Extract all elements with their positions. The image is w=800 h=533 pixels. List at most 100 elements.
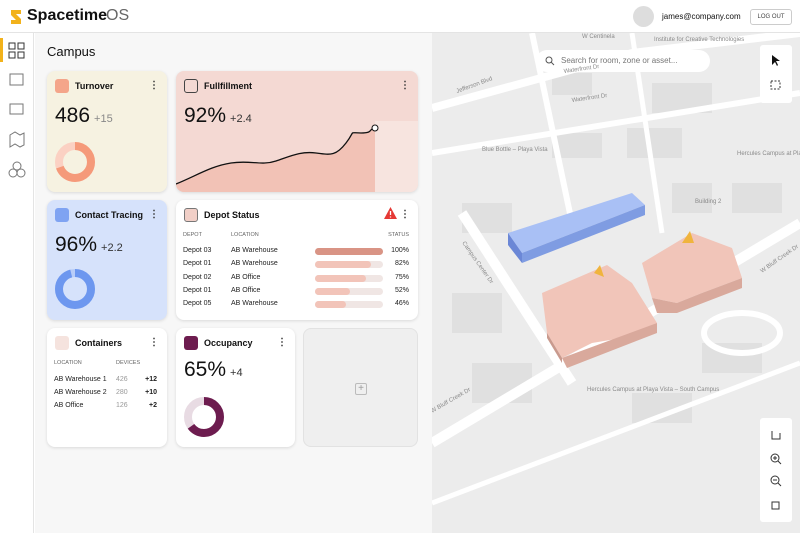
status-bar: [315, 248, 383, 255]
metric: 96% +2.2: [55, 233, 123, 257]
metric: 486 +15: [55, 104, 113, 128]
ring-value: [55, 269, 95, 309]
contact-card[interactable]: Contact Tracing ⋮ 96% +2.2: [47, 200, 167, 320]
container-delta: +12: [145, 376, 157, 383]
status-bar: [315, 274, 366, 282]
card-title: Containers: [75, 338, 123, 348]
depot-location: AB Warehouse: [231, 260, 278, 268]
menu[interactable]: ⋮: [149, 209, 159, 220]
user-email: james@company.com: [662, 12, 741, 21]
occupancy-card[interactable]: Occupancy ⋮ 65% +4: [176, 328, 295, 447]
warning-icon: [384, 207, 397, 219]
depot-name: Depot 03: [183, 247, 212, 254]
logo: [11, 10, 21, 24]
avatar[interactable]: [633, 6, 654, 27]
sidebar: [0, 33, 34, 533]
depot-location: AB Warehouse: [231, 247, 278, 254]
delta: +4: [230, 367, 243, 379]
donut: [55, 269, 95, 309]
fulfillment-card[interactable]: Fullfillment ⋮ 92% +2.4: [176, 71, 418, 192]
nav-icons[interactable]: [8, 42, 26, 182]
status-label: 46%: [394, 300, 409, 308]
status-track: [315, 301, 383, 309]
map-label: Waterfront Dr: [571, 93, 607, 104]
brand-suffix: OS: [106, 7, 130, 24]
card-title: Occupancy: [204, 338, 253, 348]
map-label: Waterfront Dr: [563, 64, 599, 75]
turnover-card[interactable]: Turnover ⋮ 486 +15: [47, 71, 167, 192]
container-location: AB Office: [54, 402, 84, 409]
brand: Spacetime: [27, 7, 108, 24]
depot-name: Depot 01: [183, 260, 212, 268]
depot-location: AB Office: [231, 286, 261, 294]
ring-value: [184, 397, 224, 437]
status-label: 52%: [394, 286, 409, 294]
column-header: LOCATION: [231, 232, 259, 238]
menu[interactable]: ⋮: [149, 80, 159, 91]
metric: 65% +4: [184, 358, 243, 382]
containers-card[interactable]: Containers ⋮ LOCATION DEVICES AB Warehouse …: [47, 328, 167, 447]
value: 96%: [55, 233, 98, 256]
icon: [55, 208, 69, 222]
metric: 92% +2.4: [184, 104, 252, 128]
status-label: 100%: [391, 247, 409, 254]
depot-name: Depot 02: [183, 273, 212, 281]
depot-location: AB Warehouse: [231, 300, 278, 308]
card-title: Depot Status: [204, 210, 260, 220]
map-label: Hercules Campus at Playa Vista – East Ca…: [737, 151, 800, 157]
value: 92%: [184, 104, 227, 127]
icon: [55, 79, 69, 93]
status-label: 82%: [394, 260, 409, 268]
icon: [55, 336, 69, 350]
container-devices: 126: [116, 402, 128, 409]
header: Spacetime OS james@company.com LOG OUT: [0, 0, 800, 33]
logout-button[interactable]: LOG OUT: [750, 9, 792, 25]
delta: +15: [94, 113, 113, 125]
active-indicator: [0, 38, 3, 62]
donut: [184, 397, 224, 437]
menu[interactable]: ⋮: [277, 337, 287, 348]
container-devices: 280: [116, 389, 128, 396]
value: 65%: [184, 358, 227, 381]
add-card[interactable]: +: [303, 328, 418, 447]
depot-name: Depot 05: [183, 300, 212, 308]
menu[interactable]: ⋮: [149, 337, 159, 348]
depot-card[interactable]: Depot Status ⋮ DEPOT LOCATION STATUS Depot …: [176, 200, 418, 320]
icon: [184, 79, 198, 93]
container-devices: 426: [116, 376, 128, 383]
card-title: Fullfillment: [204, 81, 252, 91]
map[interactable]: Search for room, zone or asset... W Cent…: [432, 33, 800, 533]
delta: +2.2: [101, 242, 123, 254]
map-label: Blue Bottle – Playa Vista: [482, 147, 548, 153]
column-header: DEVICES: [116, 360, 141, 366]
value: 486: [55, 104, 91, 127]
depot-location: AB Office: [231, 273, 261, 281]
page-title: Campus: [47, 44, 96, 59]
column-header: STATUS: [388, 232, 409, 238]
delta: +2.4: [230, 113, 252, 125]
map-label: W Centinela: [582, 34, 615, 40]
status-bar: [315, 287, 351, 295]
container-delta: +10: [145, 389, 157, 396]
container-location: AB Warehouse 2: [54, 389, 107, 396]
container-location: AB Warehouse 1: [54, 376, 107, 383]
icon: [184, 208, 198, 222]
add-icon[interactable]: +: [355, 383, 367, 395]
map-label: Institute for Creative Technologies: [654, 37, 744, 43]
status-label: 75%: [394, 273, 409, 281]
menu[interactable]: ⋮: [400, 80, 410, 91]
status-bar: [315, 301, 347, 309]
menu[interactable]: ⋮: [400, 209, 410, 220]
map-label: Building 2: [695, 199, 722, 205]
column-header: DEPOT: [183, 232, 202, 238]
icon: [184, 336, 198, 350]
card-title: Contact Tracing: [75, 210, 144, 220]
sparkline: [176, 121, 418, 192]
status-bar: [315, 261, 371, 269]
donut: [55, 142, 95, 182]
map-label: Hercules Campus at Playa Vista – South C…: [587, 387, 719, 393]
container-delta: +2: [149, 402, 157, 409]
search-placeholder[interactable]: Search for room, zone or asset...: [561, 56, 678, 65]
column-header: LOCATION: [54, 360, 82, 366]
